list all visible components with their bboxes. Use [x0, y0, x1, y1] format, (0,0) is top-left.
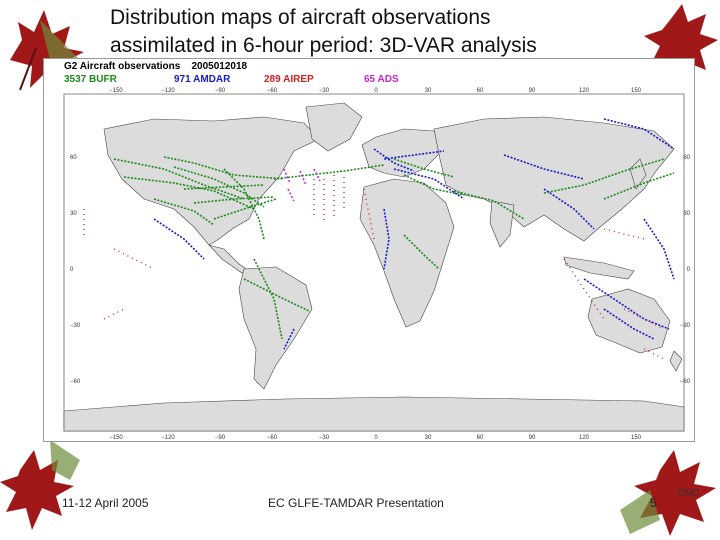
maple-leaf-bottom-right-icon — [620, 450, 716, 536]
bottom-lon-tick-label: −90 — [215, 435, 226, 441]
japan — [629, 158, 647, 190]
top-longitude-ticks: −150 −120 −90 −60 −30 0 30 60 90 120 150 — [109, 88, 641, 94]
ads-observations — [283, 168, 321, 202]
map-header-title: G2 Aircraft observations — [64, 61, 181, 72]
top-lon-tick-label: −90 — [215, 88, 226, 94]
bottom-longitude-ticks: −150 −120 −90 −60 −30 0 30 60 90 120 150 — [109, 435, 641, 441]
land-masses — [63, 102, 685, 432]
bufr-observations — [113, 156, 675, 340]
maple-leaf-bottom-left-icon — [0, 440, 80, 530]
left-latitude-ticks: 60 30 0 −30 −60 — [70, 155, 81, 385]
top-lon-tick-label: 60 — [477, 88, 484, 94]
left-lat-tick-label: 30 — [70, 211, 77, 217]
observation-map-figure: −150 −120 −90 −60 −30 0 30 60 90 120 150 −150 −120−… — [43, 58, 695, 442]
title-line-1: Distribution maps of aircraft observatio… — [110, 6, 491, 29]
top-lon-tick-label: −60 — [267, 88, 278, 94]
new-zealand — [669, 350, 683, 372]
title-line-2: assimilated in 6-hour period: 3D-VAR ana… — [110, 34, 537, 57]
bottom-lon-tick-label: 120 — [579, 435, 590, 441]
org-label: CMC — [677, 488, 700, 499]
footer-date: 11-12 April 2005 — [62, 496, 149, 510]
left-lat-tick-label: −60 — [70, 379, 81, 385]
top-lon-tick-label: 150 — [631, 88, 642, 94]
right-lat-tick-label: −60 — [680, 379, 691, 385]
amdar-observations — [153, 118, 675, 350]
bottom-lon-tick-label: 0 — [374, 435, 378, 441]
top-lon-tick-label: −150 — [109, 88, 123, 94]
india — [489, 200, 515, 248]
right-lat-tick-label: 30 — [683, 211, 690, 217]
legend-item: 3537 BUFR — [64, 74, 117, 85]
left-lat-tick-label: 60 — [70, 155, 77, 161]
top-lon-tick-label: −120 — [161, 88, 175, 94]
bottom-lon-tick-label: −30 — [319, 435, 330, 441]
map-header: G2 Aircraft observations 2005012018 3537… — [64, 61, 399, 85]
bottom-lon-tick-label: 30 — [425, 435, 432, 441]
antarctica — [63, 396, 685, 432]
bottom-lon-tick-label: 90 — [529, 435, 536, 441]
north-america — [103, 116, 320, 246]
greenland — [305, 102, 363, 152]
map-header-date: 2005012018 — [191, 61, 248, 72]
slide-title: Distribution maps of aircraft observatio… — [110, 4, 630, 60]
top-lon-tick-label: 30 — [425, 88, 432, 94]
bottom-lon-tick-label: −60 — [267, 435, 278, 441]
right-lat-tick-label: 60 — [683, 155, 690, 161]
indonesia — [563, 256, 635, 280]
bottom-lon-tick-label: 150 — [631, 435, 642, 441]
right-lat-tick-label: 0 — [687, 267, 691, 273]
south-america — [238, 266, 313, 390]
top-lon-tick-label: 120 — [579, 88, 590, 94]
bottom-lon-tick-label: 60 — [477, 435, 484, 441]
legend-item: 971 AMDAR — [174, 74, 231, 85]
right-lat-tick-label: −30 — [680, 323, 691, 329]
legend-item: 65 ADS — [364, 74, 399, 85]
bottom-lon-tick-label: −150 — [109, 435, 123, 441]
world-map: −150 −120 −90 −60 −30 0 30 60 90 120 150 −150 −120−… — [63, 88, 691, 441]
legend-item: 289 AIREP — [264, 74, 314, 85]
top-lon-tick-label: 0 — [374, 88, 378, 94]
top-lon-tick-label: 90 — [529, 88, 536, 94]
airep-observations — [83, 175, 665, 360]
left-lat-tick-label: 0 — [70, 267, 74, 273]
bottom-lon-tick-label: −120 — [161, 435, 175, 441]
asia — [433, 116, 675, 242]
footer-presentation: EC GLFE-TAMDAR Presentation — [268, 496, 444, 510]
left-lat-tick-label: −30 — [70, 323, 81, 329]
page-number: 5 — [650, 496, 657, 510]
right-latitude-ticks: 60 30 0 −30 −60 — [680, 155, 691, 385]
top-lon-tick-label: −30 — [319, 88, 330, 94]
